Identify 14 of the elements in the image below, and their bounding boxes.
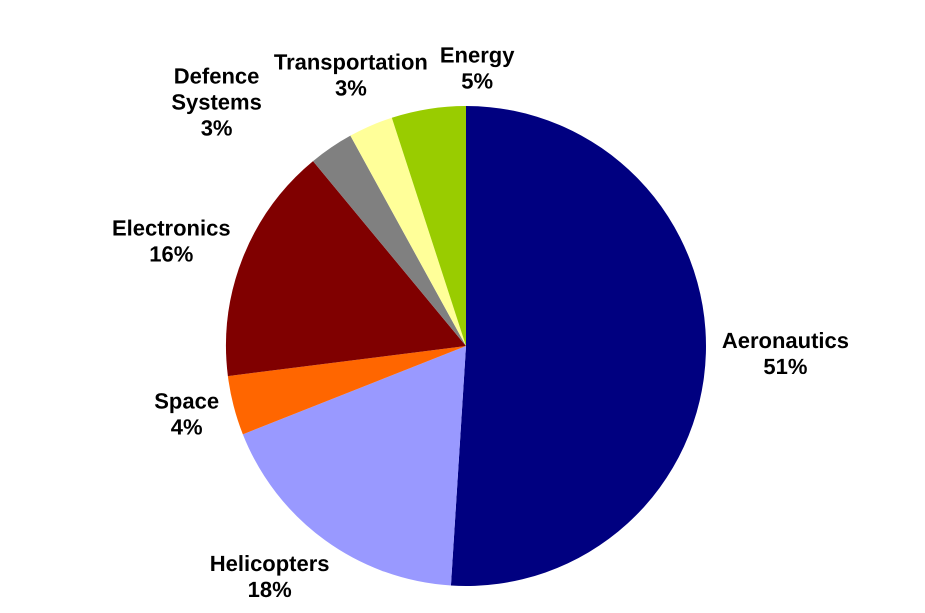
slice-label: Helicopters (210, 551, 330, 576)
data-label: 3% (200, 116, 232, 141)
slice-label: Defence Systems (171, 64, 262, 115)
data-label: 3% (334, 76, 367, 101)
slice-label: Electronics (112, 215, 231, 240)
slice-label: Energy (440, 42, 516, 68)
data-label: 5% (461, 68, 494, 94)
data-label: 18% (248, 577, 292, 602)
data-label: 4% (170, 414, 203, 440)
slice-label: Aeronautics (722, 328, 849, 353)
slice-label: Transportation (274, 50, 428, 75)
data-label: 51% (763, 354, 808, 379)
slice-label: Space (154, 388, 220, 414)
data-label: 16% (149, 241, 194, 266)
